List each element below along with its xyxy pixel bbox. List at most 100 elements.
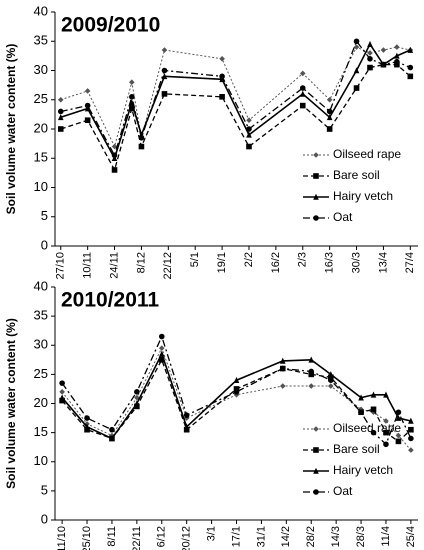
marker (161, 73, 168, 80)
legend-marker (313, 447, 319, 453)
legend-label: Oat (333, 484, 353, 498)
marker (233, 391, 240, 398)
x-tick-label: 27/4 (404, 252, 416, 273)
y-tick-label: 10 (34, 453, 48, 468)
panel: 2010/2011 Soil volume water content (%) 0 5… (4, 278, 418, 550)
marker (367, 40, 373, 47)
y-tick-label: 0 (41, 237, 48, 252)
x-tick-label: 2/2 (243, 252, 255, 267)
y-tick-label: 15 (34, 424, 48, 439)
x-tick-label: 28/2 (305, 526, 317, 547)
marker (353, 38, 360, 45)
marker (328, 374, 334, 381)
x-tick-label: 30/3 (350, 252, 362, 273)
y-tick-label: 40 (34, 278, 48, 293)
marker (57, 96, 64, 103)
marker (383, 418, 389, 424)
x-tick-label: 31/1 (255, 526, 267, 547)
series-line (60, 42, 411, 161)
marker (383, 391, 389, 398)
marker (246, 131, 252, 138)
marker (408, 435, 414, 442)
marker (394, 58, 400, 65)
chart-title: 2009/2010 (61, 14, 160, 37)
marker (129, 79, 135, 85)
marker (326, 114, 333, 121)
legend-label: Oat (333, 210, 353, 224)
marker (394, 52, 400, 59)
x-tick-label: 2/3 (297, 252, 309, 267)
x-tick-label: 16/2 (270, 252, 282, 273)
marker (279, 365, 286, 372)
marker (408, 426, 414, 433)
marker (183, 426, 190, 433)
y-tick-label: 35 (34, 33, 48, 48)
marker (57, 114, 64, 121)
y-tick-label: 5 (41, 208, 48, 223)
legend-marker (313, 173, 319, 179)
marker (395, 438, 402, 445)
legend-marker (313, 152, 319, 158)
marker (367, 64, 373, 71)
x-tick-label: 8/12 (135, 252, 147, 273)
x-tick-label: 10/11 (82, 252, 94, 279)
marker (134, 394, 140, 401)
y-tick-label: 40 (34, 3, 48, 18)
marker (408, 447, 414, 453)
marker (84, 415, 90, 421)
y-tick-label: 10 (34, 179, 48, 194)
marker (138, 134, 145, 141)
marker (111, 167, 118, 173)
marker (328, 383, 334, 389)
marker (353, 67, 360, 74)
y-axis-label: Soil volume water content (%) (4, 318, 18, 489)
marker (158, 345, 165, 351)
marker (219, 56, 225, 62)
marker (84, 102, 91, 109)
legend-label: Hairy vetch (333, 189, 393, 203)
marker (57, 126, 64, 132)
y-axis-label: Soil volume water content (%) (4, 44, 18, 215)
y-tick-label: 20 (34, 120, 48, 135)
marker (161, 67, 168, 74)
marker (59, 397, 65, 404)
y-tick-label: 25 (34, 91, 48, 106)
x-tick-label: 13/4 (377, 252, 389, 273)
marker (138, 143, 145, 150)
marker (57, 108, 64, 115)
marker (407, 73, 414, 80)
marker (328, 377, 334, 384)
marker (308, 356, 315, 363)
x-tick-label: 22/12 (162, 252, 174, 280)
marker (219, 73, 225, 80)
marker (308, 368, 315, 375)
marker (129, 94, 135, 100)
x-tick-label: 20/12 (181, 526, 193, 550)
legend-marker (313, 426, 319, 432)
x-tick-label: 3/1 (205, 526, 217, 541)
marker (299, 102, 306, 109)
legend-label: Bare soil (333, 442, 380, 456)
marker (183, 423, 190, 430)
legend-label: Hairy vetch (333, 463, 393, 477)
marker (407, 46, 414, 53)
marker (158, 350, 165, 357)
x-tick-label: 11/4 (380, 526, 392, 547)
marker (183, 415, 190, 421)
marker (370, 391, 377, 398)
x-tick-label: 11/10 (56, 526, 68, 550)
y-tick-label: 5 (41, 482, 48, 497)
marker (407, 64, 414, 71)
marker (109, 435, 115, 442)
series-line (60, 39, 411, 158)
marker (299, 90, 306, 97)
marker (279, 383, 286, 389)
marker (370, 429, 377, 436)
y-tick-label: 15 (34, 150, 48, 165)
legend-label: Bare soil (333, 168, 380, 182)
marker (383, 441, 389, 448)
marker (353, 85, 360, 91)
x-tick-label: 17/1 (230, 526, 242, 547)
marker (394, 44, 400, 50)
